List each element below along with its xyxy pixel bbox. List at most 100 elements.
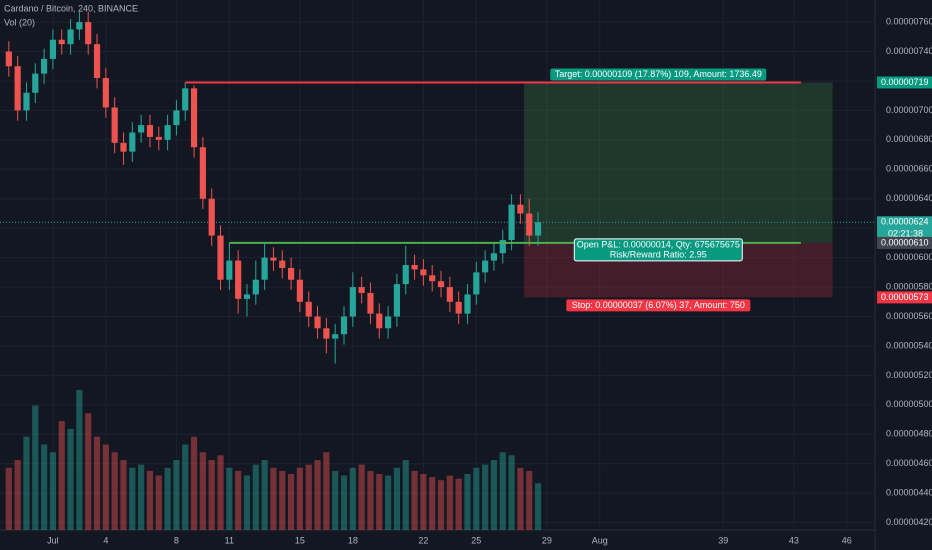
volume-bar	[517, 467, 524, 530]
volume-bar	[76, 390, 83, 530]
volume-bar	[14, 460, 21, 530]
volume-bar	[41, 444, 48, 530]
pnl-label: Open P&L: 0.00000014, Qty: 675675675	[577, 239, 740, 249]
price-tag-label: 0.00000719	[881, 77, 929, 87]
y-tick-label: 0.00000760	[886, 16, 932, 26]
volume-bar	[138, 464, 145, 530]
volume-bar	[5, 467, 12, 530]
candle-body	[155, 136, 162, 140]
candle-body	[243, 294, 251, 299]
candle-body	[349, 287, 356, 317]
stop-label: Stop: 0.00000037 (6.07%) 37, Amount: 750	[572, 300, 745, 310]
volume-bar	[146, 470, 154, 530]
x-tick-label: 15	[295, 535, 305, 545]
target-label-box	[550, 68, 767, 81]
target-label: Target: 0.00000109 (17.87%) 109, Amount:…	[555, 69, 762, 79]
candle-body	[490, 253, 498, 261]
candle-body	[526, 213, 533, 236]
volume-bar	[534, 483, 542, 530]
volume-bar	[482, 464, 489, 530]
candle-body	[534, 222, 542, 236]
volume-bar	[499, 452, 506, 530]
candle-body	[305, 301, 312, 317]
y-tick-label: 0.00000740	[886, 46, 932, 56]
volume-bar	[411, 470, 418, 530]
candle-body	[208, 198, 215, 236]
volume-bar	[32, 405, 39, 530]
volume-bar	[314, 460, 321, 530]
volume-bar	[182, 444, 189, 530]
candle-body	[138, 125, 145, 133]
volume-bar	[261, 460, 268, 530]
volume-bar	[376, 474, 383, 530]
candle-body	[5, 51, 12, 67]
volume-bar	[270, 467, 277, 530]
candle-body	[482, 260, 489, 273]
candle-body	[279, 260, 286, 268]
volume-bar	[429, 477, 436, 530]
volume-bar	[49, 452, 57, 530]
candle-body	[517, 204, 524, 214]
volume-bar	[402, 460, 409, 530]
volume-bar	[305, 464, 312, 530]
candle-body	[23, 92, 30, 111]
volume-bar	[58, 421, 65, 530]
candle-body	[455, 301, 462, 314]
volume-bar	[23, 436, 30, 530]
volume-bar	[217, 455, 224, 530]
candle-body	[411, 265, 418, 270]
candle-body	[32, 73, 39, 93]
y-tick-label: 0.00000660	[886, 164, 932, 174]
indicator-label: Vol (20)	[4, 17, 35, 27]
candle-body	[85, 22, 92, 45]
candle-body	[252, 279, 259, 295]
volume-bar	[420, 474, 427, 530]
price-tag-label: 0.00000624	[881, 217, 929, 227]
candle-body	[473, 272, 480, 295]
x-tick-label: 46	[842, 535, 852, 545]
y-tick-label: 0.00000700	[886, 105, 932, 115]
volume-bar	[385, 475, 392, 530]
volume-bar	[243, 475, 251, 530]
volume-bar	[358, 464, 365, 530]
y-tick-label: 0.00000420	[886, 517, 932, 527]
y-tick-label: 0.00000680	[886, 134, 932, 144]
stop-label-box	[566, 299, 751, 312]
volume-bar	[252, 464, 259, 530]
candle-body	[420, 269, 427, 276]
candle-body	[270, 257, 277, 261]
volume-bar	[446, 475, 453, 530]
candle-body	[385, 316, 392, 329]
price-tag-label: 0.00000610	[881, 237, 929, 247]
volume-bar	[155, 475, 162, 530]
x-tick-label: 43	[789, 535, 799, 545]
y-tick-label: 0.00000500	[886, 399, 932, 409]
volume-bar	[437, 480, 445, 530]
volume-bar	[199, 452, 206, 530]
volume-bar	[455, 478, 462, 530]
candle-body	[376, 313, 383, 329]
countdown: 02:21:38	[888, 229, 923, 239]
candle-body	[173, 110, 180, 126]
price-tag	[877, 216, 932, 241]
y-tick-label: 0.00000640	[886, 193, 932, 203]
candle-body	[111, 107, 118, 143]
price-tag	[877, 76, 932, 89]
candle-body	[58, 39, 65, 45]
volume-bar	[120, 460, 127, 530]
ratio-label: Risk/Reward Ratio: 2.95	[610, 249, 707, 259]
x-tick-label: 18	[348, 535, 358, 545]
volume-bar	[464, 474, 471, 530]
target-zone	[523, 82, 833, 243]
price-tag	[877, 291, 932, 304]
candle-body	[323, 328, 330, 339]
x-tick-label: Jul	[47, 535, 59, 545]
volume-bar	[296, 467, 303, 530]
candle-body	[146, 125, 154, 137]
candle-body	[14, 66, 21, 111]
candle-body	[41, 58, 48, 74]
x-tick-label: 8	[174, 535, 179, 545]
candle-body	[437, 281, 445, 288]
candle-body	[367, 292, 374, 314]
candle-body	[67, 29, 74, 45]
